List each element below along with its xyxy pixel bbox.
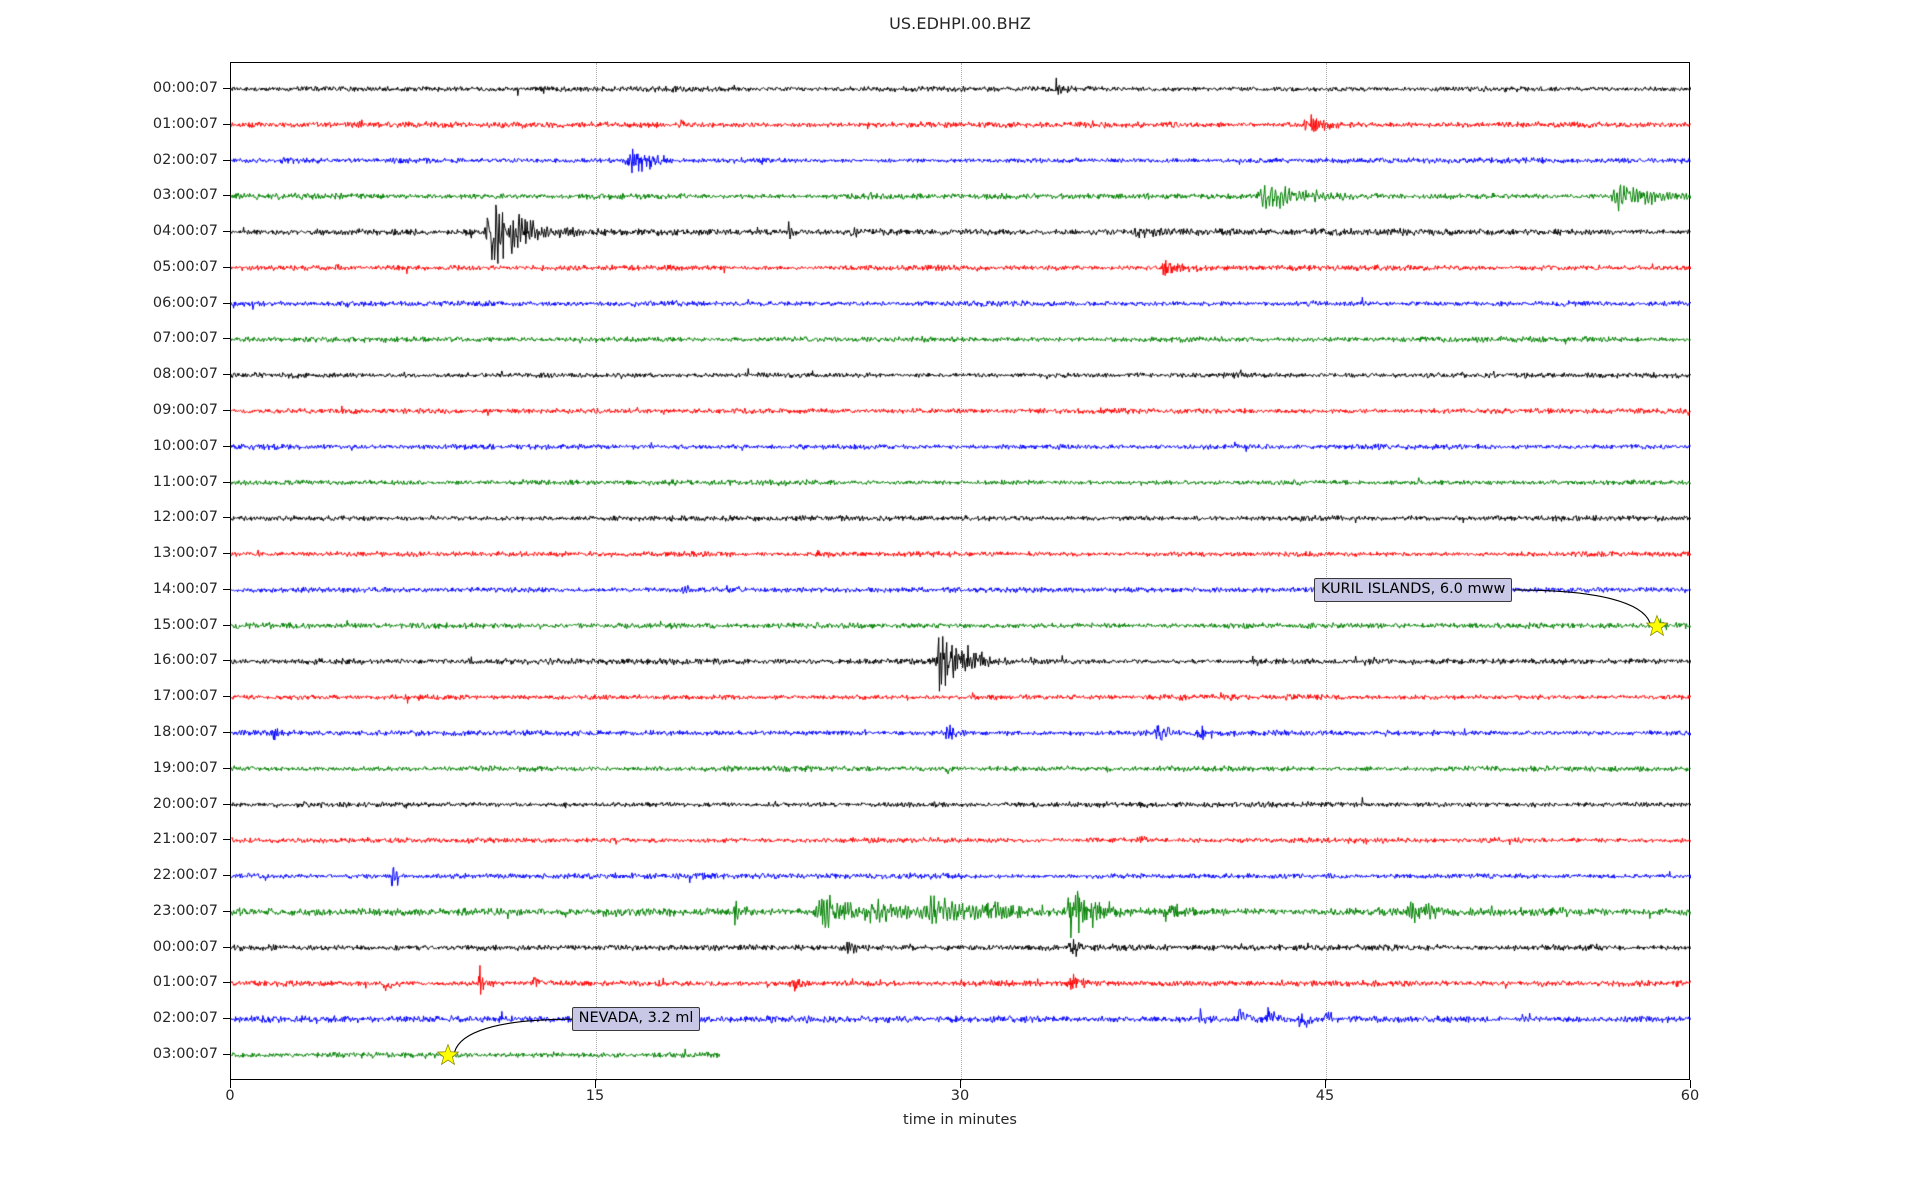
y-tick-label-5: 05:00:07	[152, 258, 218, 275]
y-tick-mark-8	[223, 374, 231, 376]
x-tick-mark-0	[230, 1080, 231, 1088]
y-tick-label-11: 11:00:07	[152, 473, 218, 490]
y-tick-mark-1	[223, 123, 231, 125]
annotation-label-kuril-islands: KURIL ISLANDS, 6.0 mww	[1313, 577, 1513, 602]
annotation-label-nevada: NEVADA, 3.2 ml	[571, 1007, 701, 1031]
y-tick-label-4: 04:00:07	[152, 223, 218, 240]
y-tick-mark-25	[223, 982, 231, 984]
y-tick-mark-22	[223, 875, 231, 877]
y-tick-label-8: 08:00:07	[152, 366, 218, 383]
y-tick-mark-19	[223, 767, 231, 769]
y-tick-label-24: 00:00:07	[152, 938, 218, 955]
y-tick-mark-20	[223, 803, 231, 805]
y-tick-label-9: 09:00:07	[152, 402, 218, 418]
y-tick-mark-6	[223, 302, 231, 304]
y-tick-mark-16	[223, 660, 231, 662]
x-tick-label-0: 0	[225, 1088, 235, 1104]
y-tick-mark-23	[223, 910, 231, 912]
x-tick-label-1: 15	[585, 1088, 605, 1104]
y-tick-label-25: 01:00:07	[152, 974, 218, 991]
y-tick-mark-11	[223, 481, 231, 483]
y-tick-mark-9	[223, 410, 231, 411]
y-tick-mark-15	[223, 624, 231, 626]
y-tick-mark-7	[223, 338, 231, 340]
y-tick-mark-2	[223, 159, 231, 161]
y-tick-label-2: 02:00:07	[152, 151, 218, 168]
y-tick-mark-21	[223, 839, 231, 841]
chart-title: US.EDHPI.00.BHZ	[889, 14, 1031, 33]
y-tick-label-27: 03:00:07	[152, 1046, 218, 1062]
y-tick-mark-12	[223, 517, 231, 519]
y-tick-label-3: 03:00:07	[152, 187, 218, 204]
y-tick-label-13: 13:00:07	[152, 545, 218, 562]
x-tick-mark-3	[1325, 1080, 1326, 1088]
y-tick-label-7: 07:00:07	[152, 330, 218, 347]
y-tick-label-16: 16:00:07	[152, 652, 218, 669]
y-tick-label-17: 17:00:07	[152, 688, 218, 705]
y-tick-mark-0	[223, 88, 231, 89]
y-tick-label-14: 14:00:07	[152, 580, 218, 597]
y-tick-label-22: 22:00:07	[152, 867, 218, 884]
y-tick-mark-27	[223, 1054, 231, 1055]
y-tick-mark-10	[223, 445, 231, 447]
y-tick-label-20: 20:00:07	[152, 795, 218, 812]
y-tick-mark-3	[223, 195, 231, 197]
x-tick-label-3: 45	[1315, 1088, 1335, 1104]
x-axis-label: time in minutes	[903, 1112, 1017, 1128]
y-tick-mark-5	[223, 266, 231, 268]
y-tick-mark-26	[223, 1018, 231, 1020]
y-tick-label-6: 06:00:07	[152, 294, 218, 311]
seismogram-traces	[231, 63, 1691, 1081]
plot-area[interactable]: KURIL ISLANDS, 6.0 mww NEVADA, 3.2 ml	[230, 62, 1691, 1081]
x-tick-label-4: 60	[1680, 1088, 1700, 1104]
x-tick-label-2: 30	[950, 1088, 970, 1104]
x-tick-mark-4	[1690, 1080, 1691, 1088]
y-tick-mark-4	[223, 231, 231, 233]
y-tick-label-12: 12:00:07	[152, 509, 218, 526]
x-tick-mark-2	[960, 1080, 961, 1088]
y-tick-mark-17	[223, 696, 231, 698]
y-tick-label-19: 19:00:07	[152, 759, 218, 776]
y-tick-label-21: 21:00:07	[152, 831, 218, 848]
y-tick-mark-14	[223, 588, 231, 590]
y-tick-label-1: 01:00:07	[152, 115, 218, 132]
y-tick-mark-13	[223, 553, 231, 555]
y-tick-mark-24	[223, 946, 231, 948]
y-tick-label-26: 02:00:07	[152, 1010, 218, 1027]
y-tick-label-18: 18:00:07	[152, 724, 218, 740]
y-tick-mark-18	[223, 732, 231, 733]
y-tick-label-10: 10:00:07	[152, 437, 218, 454]
y-tick-label-0: 00:00:07	[152, 80, 218, 96]
x-tick-mark-1	[595, 1080, 596, 1088]
y-tick-label-15: 15:00:07	[152, 616, 218, 633]
y-tick-label-23: 23:00:07	[152, 902, 218, 919]
